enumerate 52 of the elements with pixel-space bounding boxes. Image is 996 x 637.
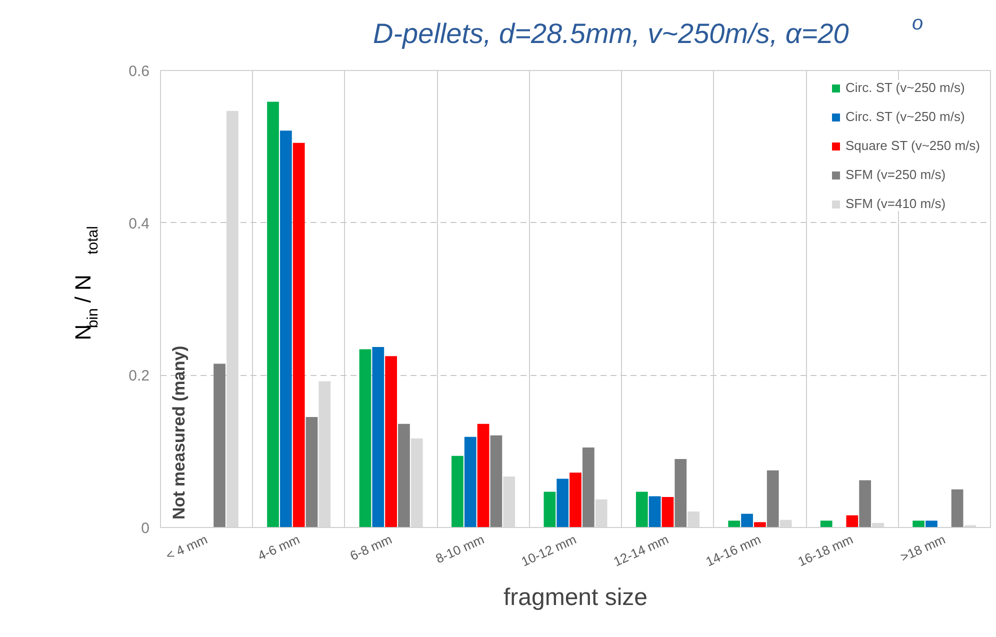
bar bbox=[820, 520, 832, 528]
bar bbox=[490, 435, 502, 528]
bar bbox=[754, 522, 766, 528]
bar bbox=[766, 470, 779, 528]
bar bbox=[280, 130, 292, 528]
bar bbox=[359, 349, 372, 528]
y-tick-label: 0.2 bbox=[128, 368, 150, 385]
x-tick-label: >18 mm bbox=[898, 532, 948, 565]
bar bbox=[926, 520, 938, 528]
bar bbox=[570, 472, 582, 528]
bar bbox=[951, 489, 964, 528]
x-tick-label: < 4 mm bbox=[164, 532, 210, 564]
bar bbox=[477, 424, 490, 528]
bar bbox=[582, 448, 594, 528]
legend-label: SFM (v=250 m/s) bbox=[845, 167, 946, 182]
bar bbox=[306, 417, 318, 528]
bar bbox=[636, 492, 648, 528]
y-axis-title: Nbin / Ntotal bbox=[70, 226, 102, 340]
x-tick-label: 16-18 mm bbox=[796, 532, 856, 570]
bar bbox=[662, 497, 674, 528]
x-tick-label: 14-16 mm bbox=[703, 532, 764, 570]
x-axis-title: fragment size bbox=[503, 584, 648, 612]
legend-label: SFM (v=410 m/s) bbox=[845, 196, 946, 211]
x-tick-label: 10-12 mm bbox=[519, 532, 579, 570]
y-tick-label: 0.6 bbox=[128, 63, 150, 80]
bar bbox=[912, 520, 925, 528]
bar bbox=[648, 496, 661, 528]
y-tick-label: 0.4 bbox=[128, 215, 150, 232]
bar bbox=[398, 424, 410, 528]
bar bbox=[372, 346, 384, 528]
x-tick-label: 6-8 mm bbox=[348, 532, 394, 564]
bar bbox=[267, 102, 279, 528]
x-tick-label: 8-10 mm bbox=[433, 532, 486, 566]
bar bbox=[859, 480, 872, 528]
y-tick-label: 0 bbox=[141, 520, 150, 537]
legend-label: Circ. ST (v~250 m/s) bbox=[845, 109, 965, 124]
annotation: Not measured (many) bbox=[169, 346, 188, 520]
legend-label: Circ. ST (v~250 m/s) bbox=[845, 80, 965, 95]
bar bbox=[674, 458, 687, 528]
bar bbox=[741, 514, 753, 528]
legend-label: Square ST (v~250 m/s) bbox=[845, 138, 980, 153]
bar bbox=[385, 356, 397, 528]
bar bbox=[556, 478, 569, 528]
bar bbox=[464, 436, 476, 528]
bar bbox=[214, 364, 226, 528]
x-tick-label: 12-14 mm bbox=[611, 532, 671, 570]
bar bbox=[452, 456, 464, 528]
bar bbox=[846, 515, 858, 528]
bar bbox=[544, 492, 556, 528]
x-tick-label: 4-6 mm bbox=[256, 532, 302, 564]
bar bbox=[728, 520, 740, 528]
bar bbox=[292, 142, 305, 528]
